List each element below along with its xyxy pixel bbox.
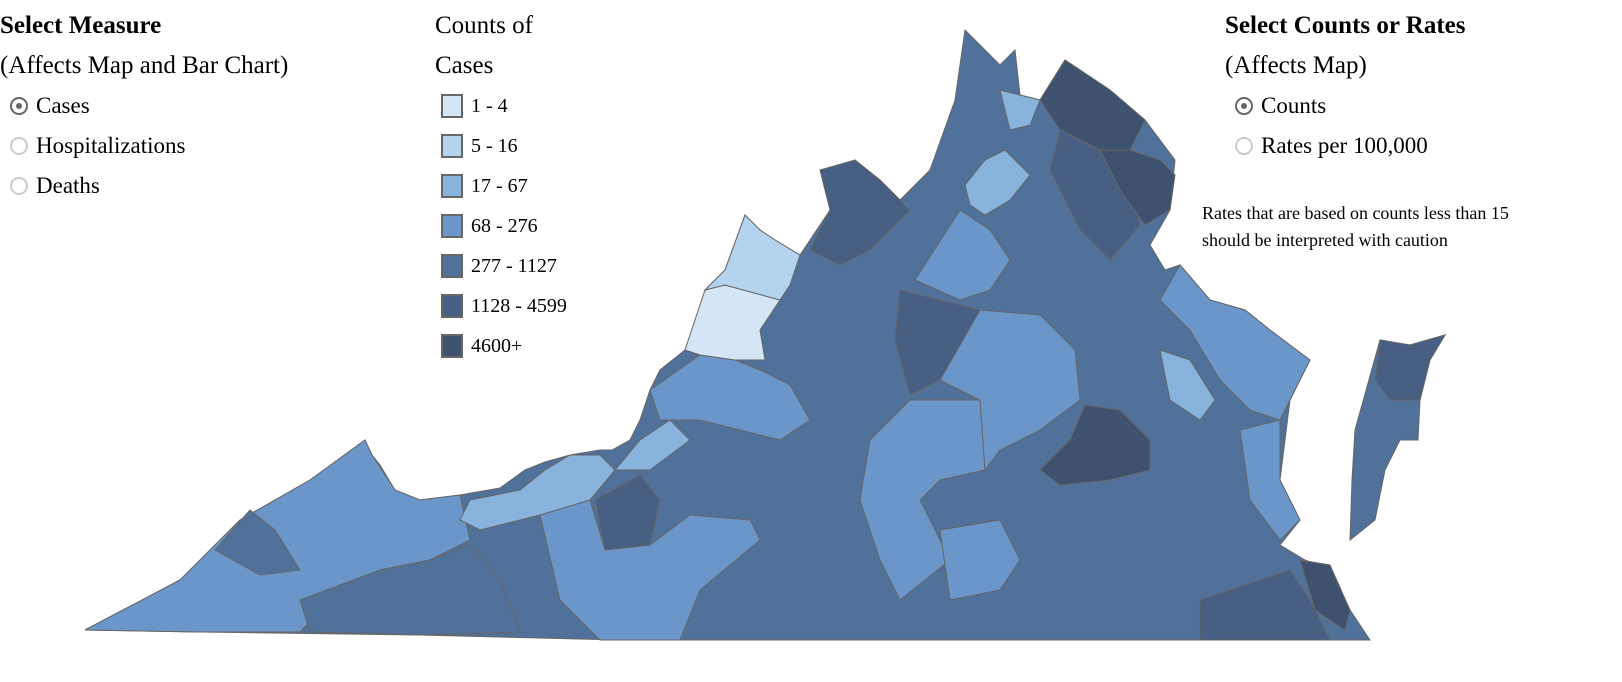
legend-swatch: [441, 134, 463, 158]
region-south-68-276[interactable]: [939, 519, 1021, 601]
radio-cases[interactable]: Cases: [0, 86, 288, 126]
legend-label: 1128 - 4599: [471, 294, 567, 317]
measure-subtitle: (Affects Map and Bar Chart): [0, 52, 289, 79]
legend-label: 5 - 16: [471, 134, 518, 157]
region-albemarle-1128-4599[interactable]: [894, 289, 981, 396]
region-fairfax-4600[interactable]: [1099, 149, 1176, 226]
region-eastern-shore-north-1128-4599[interactable]: [1374, 334, 1447, 401]
radio-icon[interactable]: [10, 137, 28, 155]
region-roanoke-1128-4599[interactable]: [594, 474, 661, 551]
map-legend: Counts of Cases 1 - 4 5 - 16 17 - 67 68 …: [435, 6, 585, 366]
legend-item: 5 - 16: [435, 126, 585, 166]
radio-selected-icon[interactable]: [10, 97, 28, 115]
radio-label: Counts: [1261, 93, 1327, 118]
radio-selected-icon[interactable]: [1235, 97, 1253, 115]
legend-swatch: [441, 174, 463, 198]
region-central-68-276[interactable]: [939, 309, 1081, 472]
legend-swatch: [441, 214, 463, 238]
region-virginia-beach-4600[interactable]: [1299, 559, 1351, 631]
region-pendleton-5-16[interactable]: [703, 214, 801, 301]
legend-item: 1 - 4: [435, 86, 585, 126]
measure-title: Select Measure: [0, 12, 162, 39]
legend-swatch: [441, 94, 463, 118]
legend-label: 277 - 1127: [471, 254, 557, 277]
region-hampton-roads-1128-4599[interactable]: [1199, 569, 1331, 641]
rates-title: Select Counts or Rates: [1225, 12, 1466, 39]
region-17-67-alleghany[interactable]: [613, 419, 691, 471]
radio-hospitalizations[interactable]: Hospitalizations: [0, 126, 288, 166]
region-17-67-northeast[interactable]: [999, 89, 1041, 131]
region-17-67-north[interactable]: [964, 149, 1031, 216]
radio-icon[interactable]: [1235, 137, 1253, 155]
legend-swatch: [441, 254, 463, 278]
radio-rates[interactable]: Rates per 100,000: [1225, 126, 1465, 166]
legend-item: 4600+: [435, 326, 585, 366]
legend-title: Counts of Cases: [435, 12, 533, 79]
legend-label: 68 - 276: [471, 214, 538, 237]
region-east-68-276[interactable]: [1239, 419, 1301, 541]
radio-label: Cases: [36, 93, 90, 118]
radio-deaths[interactable]: Deaths: [0, 166, 288, 206]
radio-counts[interactable]: Counts: [1225, 86, 1465, 126]
rates-subtitle: (Affects Map): [1225, 52, 1367, 79]
radio-icon[interactable]: [10, 177, 28, 195]
legend-item: 1128 - 4599: [435, 286, 585, 326]
legend-swatch: [441, 294, 463, 318]
legend-label: 17 - 67: [471, 174, 528, 197]
legend-swatch: [441, 334, 463, 358]
region-17-67-east[interactable]: [1159, 349, 1216, 421]
legend-label: 4600+: [471, 334, 523, 357]
legend-label: 1 - 4: [471, 94, 508, 117]
legend-item: 17 - 67: [435, 166, 585, 206]
rates-caution-note: Rates that are based on counts less than…: [1202, 203, 1509, 250]
counts-rates-selector: Select Counts or Rates (Affects Map) Cou…: [1225, 6, 1465, 166]
radio-label: Deaths: [36, 173, 100, 198]
radio-label: Hospitalizations: [36, 133, 186, 158]
region-southwest-277-1127[interactable]: [214, 509, 301, 576]
region-richmond-4600[interactable]: [1039, 404, 1151, 486]
region-rockingham-1128-4599[interactable]: [809, 159, 911, 266]
region-northern-virginia-4600[interactable]: [1039, 59, 1146, 151]
region-southwest-277-1127b[interactable]: [299, 544, 521, 636]
measure-selector: Select Measure (Affects Map and Bar Char…: [0, 6, 288, 206]
legend-item: 277 - 1127: [435, 246, 585, 286]
radio-label: Rates per 100,000: [1261, 133, 1428, 158]
region-piedmont-68-276[interactable]: [859, 399, 986, 601]
legend-item: 68 - 276: [435, 206, 585, 246]
region-north-central-68-276[interactable]: [914, 209, 1011, 301]
region-northern-neck-68-276[interactable]: [1159, 264, 1311, 421]
region-southside-68-276[interactable]: [539, 499, 761, 641]
